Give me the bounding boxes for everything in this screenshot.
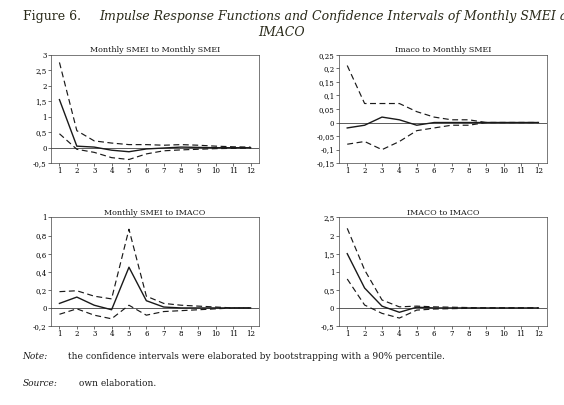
Text: Figure 6.: Figure 6.: [23, 10, 81, 23]
Text: Source:: Source:: [23, 379, 58, 388]
Title: IMACO to IMACO: IMACO to IMACO: [407, 209, 479, 217]
Text: Impulse Response Functions and Confidence Intervals of Monthly SMEI and: Impulse Response Functions and Confidenc…: [99, 10, 564, 23]
Text: IMACO: IMACO: [259, 26, 305, 39]
Text: own elaboration.: own elaboration.: [76, 379, 156, 388]
Title: Monthly SMEI to Monthly SMEI: Monthly SMEI to Monthly SMEI: [90, 46, 220, 54]
Text: Note:: Note:: [23, 352, 48, 361]
Title: Imaco to Monthly SMEI: Imaco to Monthly SMEI: [395, 46, 491, 54]
Title: Monthly SMEI to IMACO: Monthly SMEI to IMACO: [104, 209, 206, 217]
Text: the confidence intervals were elaborated by bootstrapping with a 90% percentile.: the confidence intervals were elaborated…: [65, 352, 445, 361]
